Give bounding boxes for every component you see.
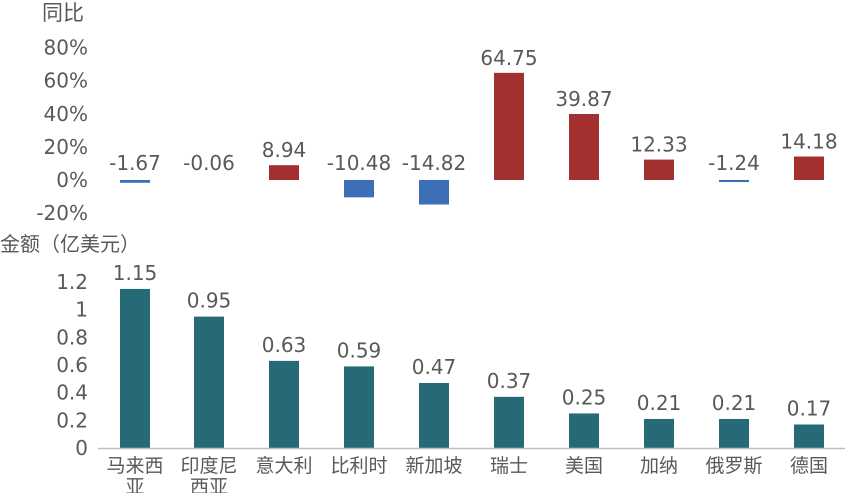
- yoy-bar: [269, 165, 299, 180]
- yoy-bar: [494, 72, 524, 180]
- yoy-bar: [794, 156, 824, 180]
- yoy-axis-title: 同比: [42, 1, 84, 25]
- category-label-line: 意大利: [255, 455, 312, 477]
- category-label: 印度尼西亚: [180, 455, 237, 493]
- amount-bar: [120, 288, 150, 448]
- amount-y-ticks: 1.2 1 0.8 0.6 0.4 0.2 0: [56, 270, 88, 460]
- yoy-y-tick-label: 40%: [44, 102, 88, 126]
- amount-bar: [644, 418, 674, 448]
- amount-axis-title: 金额（亿美元）: [0, 232, 140, 256]
- amount-y-tick-label: 0.2: [56, 408, 88, 432]
- yoy-data-label: -1.24: [708, 151, 760, 175]
- category-label: 俄罗斯: [705, 455, 762, 477]
- yoy-bar: [569, 114, 599, 180]
- amount-data-label: 0.37: [487, 369, 532, 393]
- category-label-line: 德国: [790, 455, 828, 477]
- amount-data-label: 0.63: [262, 333, 307, 357]
- amount-y-tick-label: 1: [75, 298, 88, 322]
- amount-data-label: 0.59: [337, 338, 382, 362]
- yoy-data-label: -14.82: [402, 151, 466, 175]
- category-label-line: 马来西: [106, 455, 163, 477]
- amount-data-label: 0.17: [787, 396, 832, 420]
- yoy-bar: [344, 180, 374, 198]
- amount-data-labels: 1.15 0.95 0.63 0.59 0.47 0.37 0.25 0.21 0.21 0.17: [113, 261, 832, 421]
- category-label: 比利时: [330, 455, 387, 477]
- category-label-line: 加纳: [640, 455, 678, 477]
- amount-bar: [719, 418, 749, 448]
- category-label-line: 西亚: [190, 476, 228, 493]
- amount-data-label: 0.47: [412, 355, 457, 379]
- amount-y-tick-label: 0: [75, 436, 88, 460]
- yoy-y-tick-label: -20%: [36, 201, 88, 225]
- yoy-data-labels: -1.67 -0.06 8.94 -10.48 -14.82 64.75 39.87 12.3…: [109, 46, 838, 175]
- amount-y-tick-label: 0.6: [56, 353, 88, 377]
- amount-data-label: 0.21: [637, 391, 682, 415]
- amount-y-tick-label: 0.8: [56, 325, 88, 349]
- yoy-y-tick-label: 80%: [44, 36, 88, 60]
- amount-bar: [269, 360, 299, 448]
- yoy-data-label: 64.75: [480, 46, 537, 70]
- amount-bar: [494, 396, 524, 448]
- yoy-bar: [120, 180, 150, 183]
- amount-y-tick-label: 1.2: [56, 270, 88, 294]
- amount-bar: [569, 413, 599, 448]
- category-label: 加纳: [640, 455, 678, 477]
- category-label-line: 美国: [565, 455, 603, 477]
- category-label: 新加坡: [405, 455, 462, 477]
- category-label-line: 俄罗斯: [705, 455, 762, 477]
- amount-data-label: 0.25: [562, 385, 607, 409]
- yoy-data-label: -10.48: [327, 151, 391, 175]
- category-label: 意大利: [255, 455, 312, 477]
- category-label-line: 比利时: [330, 455, 387, 477]
- yoy-bar: [419, 180, 449, 205]
- amount-data-label: 0.95: [187, 289, 232, 313]
- amount-bar: [794, 424, 824, 448]
- yoy-data-label: 12.33: [630, 133, 687, 157]
- amount-bar: [419, 382, 449, 448]
- amount-chart: 金额（亿美元） 1.2 1 0.8 0.6 0.4 0.2 0 1.15 0.95 0.63 0.…: [0, 232, 845, 493]
- amount-bar: [344, 366, 374, 448]
- yoy-data-label: -0.06: [183, 151, 235, 175]
- category-label: 马来西亚: [106, 455, 163, 493]
- category-label-line: 瑞士: [490, 455, 528, 477]
- category-label: 瑞士: [490, 455, 528, 477]
- category-label-line: 亚: [125, 476, 144, 493]
- yoy-y-tick-label: 0%: [56, 168, 88, 192]
- category-label-line: 印度尼: [180, 455, 237, 477]
- category-label-line: 新加坡: [405, 455, 462, 477]
- yoy-data-label: 14.18: [780, 130, 837, 154]
- yoy-y-tick-label: 20%: [44, 135, 88, 159]
- yoy-bar: [719, 180, 749, 183]
- yoy-bars: [120, 72, 824, 205]
- yoy-y-ticks: 80% 60% 40% 20% 0% -20%: [36, 36, 88, 226]
- yoy-data-label: -1.67: [109, 151, 161, 175]
- category-label: 美国: [565, 455, 603, 477]
- category-label: 德国: [790, 455, 828, 477]
- yoy-bar: [644, 159, 674, 180]
- yoy-data-label: 8.94: [262, 138, 307, 162]
- yoy-y-tick-label: 60%: [44, 69, 88, 93]
- amount-data-label: 1.15: [113, 261, 158, 285]
- yoy-data-label: 39.87: [555, 87, 612, 111]
- amount-bar: [194, 316, 224, 448]
- yoy-chart: 同比 80% 60% 40% 20% 0% -20% -1.67 -0.06 8.94 -10.…: [36, 1, 837, 225]
- amount-bars: [120, 288, 824, 448]
- amount-y-tick-label: 0.4: [56, 381, 88, 405]
- amount-data-label: 0.21: [712, 391, 757, 415]
